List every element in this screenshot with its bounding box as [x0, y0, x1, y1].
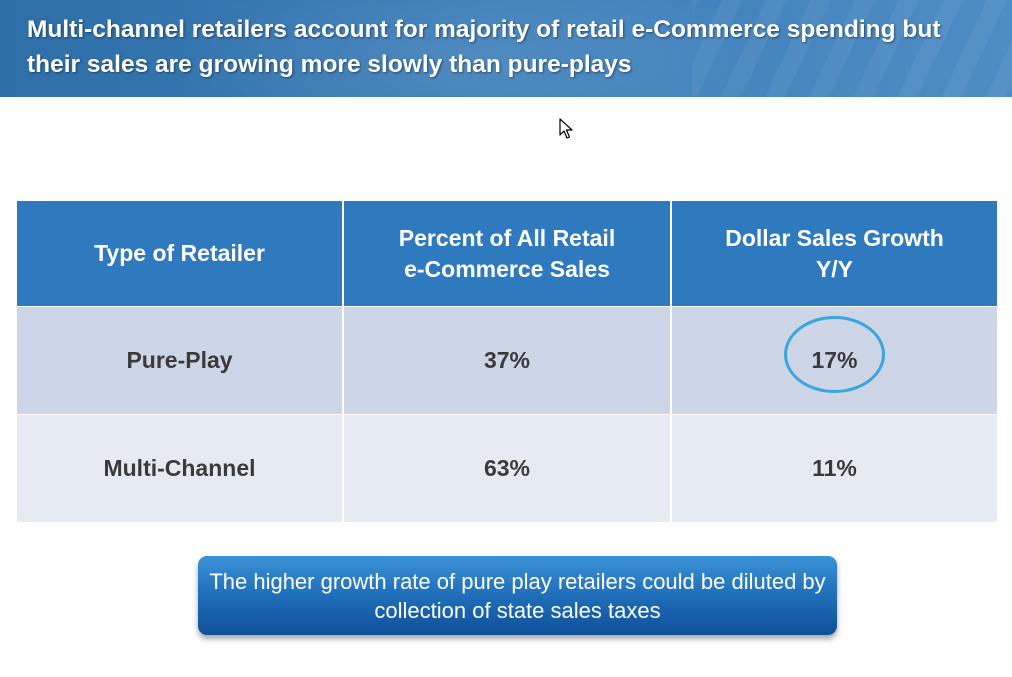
header-percent-of-sales: Percent of All Retail e-Commerce Sales [398, 224, 616, 282]
retailer-comparison-table: Type of Retailer Percent of All Retail e… [17, 201, 997, 522]
header-sales-growth: Dollar Sales Growth Y/Y [725, 224, 944, 282]
multi-channel-growth: 11% [812, 455, 857, 481]
table-cell: 37% [344, 307, 670, 414]
retailer-type-multi-channel: Multi-Channel [103, 455, 256, 481]
table-cell: 17% [672, 307, 997, 414]
table-cell: Multi-Channel [17, 415, 342, 522]
mouse-pointer-icon [559, 118, 573, 139]
callout-box: The higher growth rate of pure play reta… [198, 556, 837, 635]
slide-title: Multi-channel retailers account for majo… [27, 16, 941, 78]
table-cell: 63% [344, 415, 670, 522]
pure-play-percent: 37% [483, 347, 531, 373]
table-cell: Pure-Play [17, 307, 342, 414]
multi-channel-percent: 63% [483, 455, 531, 481]
retailer-type-pure-play: Pure-Play [126, 347, 233, 373]
callout-text: The higher growth rate of pure play reta… [209, 568, 826, 623]
table-header-cell: Type of Retailer [17, 201, 342, 306]
table-header-cell: Percent of All Retail e-Commerce Sales [344, 201, 670, 306]
slide-header: Multi-channel retailers account for majo… [0, 0, 1012, 97]
header-type-of-retailer: Type of Retailer [94, 240, 265, 266]
table-header-cell: Dollar Sales Growth Y/Y [672, 201, 997, 306]
highlight-circle [784, 316, 885, 393]
table-cell: 11% [672, 415, 997, 522]
